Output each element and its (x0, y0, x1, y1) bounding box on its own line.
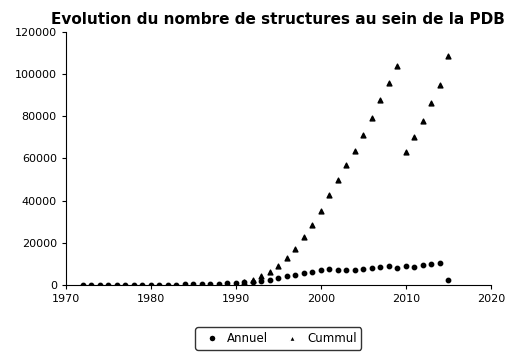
Point (240, 279, 248, 285)
Point (443, 53, 451, 59)
Point (333, 178, 341, 183)
Point (214, 281, 222, 286)
Point (316, 208, 324, 214)
Point (401, 149, 409, 155)
Point (223, 280, 231, 286)
Point (274, 275, 282, 281)
Point (121, 282, 129, 288)
Legend: Annuel, Cummul: Annuel, Cummul (195, 327, 361, 350)
Point (325, 266, 333, 272)
Point (282, 255, 290, 261)
Point (240, 279, 248, 285)
Point (384, 263, 392, 269)
Point (384, 80, 392, 85)
Point (350, 148, 358, 153)
Point (299, 270, 307, 276)
Point (341, 267, 349, 273)
Point (325, 193, 333, 198)
Point (146, 282, 155, 288)
Point (410, 264, 418, 270)
Point (401, 263, 409, 269)
Point (79, 282, 87, 288)
Point (359, 132, 367, 138)
Point (155, 282, 163, 288)
Point (418, 117, 426, 123)
Point (410, 135, 418, 140)
Point (426, 100, 434, 105)
Point (248, 279, 257, 285)
Point (248, 277, 257, 282)
Point (426, 261, 434, 267)
Point (197, 281, 206, 287)
Point (189, 282, 197, 287)
Point (164, 282, 172, 288)
Point (282, 273, 290, 279)
Point (392, 265, 400, 271)
Point (87, 282, 95, 288)
Point (367, 265, 375, 271)
Point (435, 82, 443, 88)
Point (138, 282, 146, 288)
Point (418, 262, 426, 268)
Point (180, 282, 188, 287)
Point (350, 267, 358, 272)
Point (392, 63, 400, 69)
Point (113, 282, 121, 288)
Point (435, 260, 443, 266)
Point (231, 280, 239, 286)
Point (206, 281, 214, 287)
Point (95, 282, 104, 288)
Point (291, 272, 299, 278)
Point (265, 277, 273, 283)
Point (367, 116, 375, 121)
Point (104, 282, 112, 288)
Point (308, 269, 316, 274)
Point (333, 267, 341, 272)
Point (376, 264, 384, 270)
Point (291, 246, 299, 251)
Point (376, 98, 384, 103)
Point (299, 235, 307, 240)
Point (265, 269, 273, 274)
Point (443, 277, 451, 282)
Point (316, 267, 324, 273)
Point (341, 163, 349, 168)
Point (172, 282, 180, 288)
Point (231, 281, 239, 287)
Point (257, 273, 265, 279)
Title: Evolution du nombre de structures au sein de la PDB: Evolution du nombre de structures au sei… (52, 12, 504, 27)
Point (308, 222, 316, 227)
Point (129, 282, 137, 288)
Point (274, 263, 282, 269)
Point (359, 266, 367, 272)
Point (257, 278, 265, 284)
